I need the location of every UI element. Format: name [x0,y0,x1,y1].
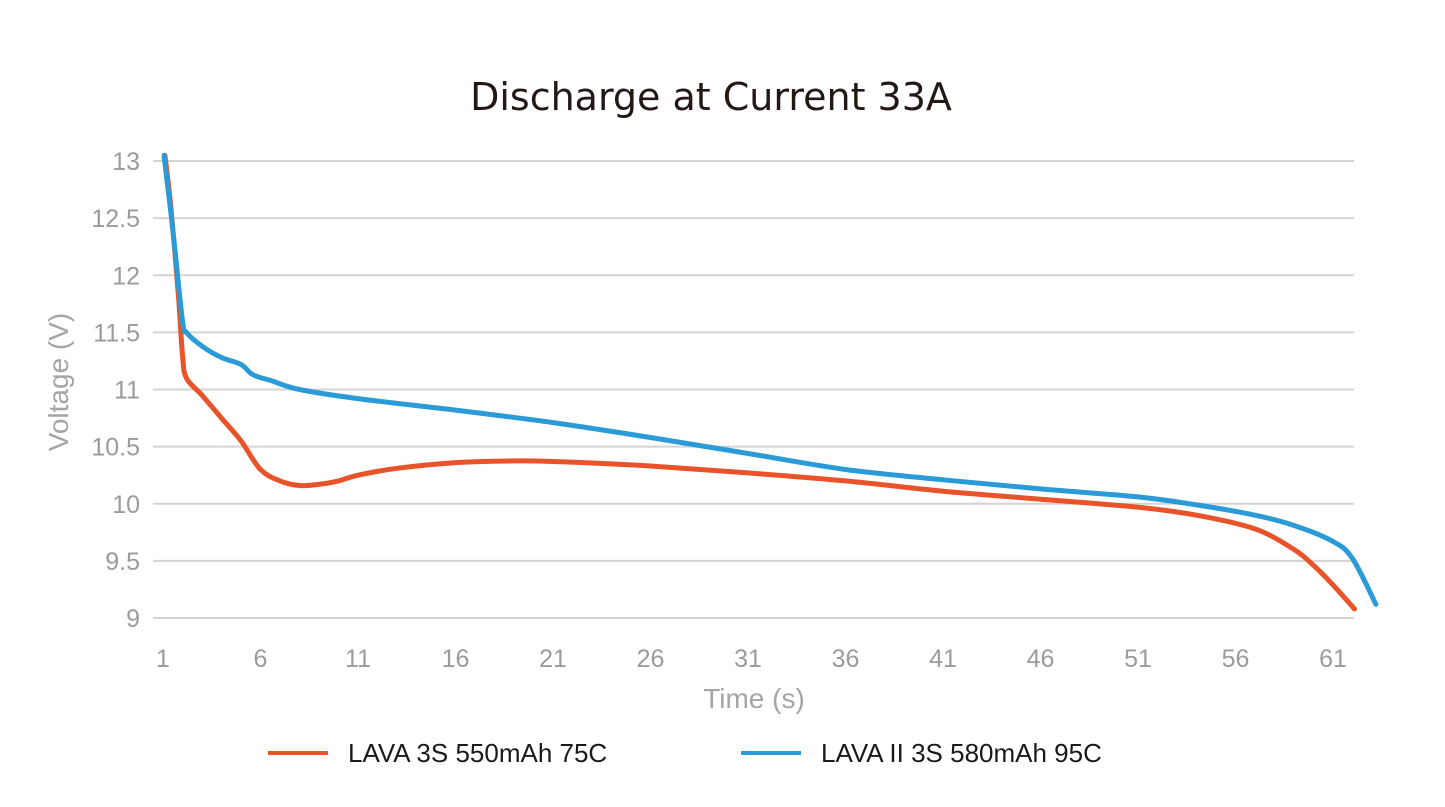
x-tick-label: 31 [734,645,762,673]
x-tick-label: 41 [929,645,957,673]
x-tick-label: 51 [1124,645,1152,673]
chart-title: Discharge at Current 33A [470,75,952,119]
x-tick-label: 1 [156,645,170,673]
y-tick-label: 12 [112,262,140,290]
x-tick-label: 16 [442,645,470,673]
x-tick-label: 61 [1319,645,1347,673]
legend: LAVA 3S 550mAh 75C LAVA II 3S 580mAh 95C [268,738,1102,768]
y-tick-label: 12.5 [91,205,140,233]
y-tick-label: 11 [114,377,140,405]
y-tick-label: 13 [112,148,140,176]
series-line-1 [162,152,1357,612]
x-tick-label: 21 [539,645,567,673]
x-tick-label: 11 [345,645,371,673]
x-tick-label: 36 [832,645,860,673]
y-tick-label: 9.5 [105,548,140,576]
legend-label-1: LAVA 3S 550mAh 75C [348,738,607,768]
x-tick-label: 26 [637,645,665,673]
y-axis-ticks: 13 12.5 12 11.5 11 10.5 10 9.5 9 [91,148,140,633]
x-tick-label: 56 [1222,645,1250,673]
series-layer [161,152,1379,612]
series-line-2 [161,152,1379,607]
x-tick-label: 46 [1027,645,1055,673]
x-tick-label: 6 [254,645,268,673]
x-axis-ticks: 1 6 11 16 21 26 31 36 41 46 51 56 61 [156,645,1347,673]
y-tick-label: 10.5 [91,434,140,462]
y-tick-label: 9 [126,605,140,633]
legend-label-2: LAVA II 3S 580mAh 95C [821,738,1102,768]
y-axis-label: Voltage (V) [43,313,74,452]
grid-layer [153,160,1354,619]
x-axis-label: Time (s) [703,683,805,714]
y-tick-label: 11.5 [93,319,140,347]
y-tick-label: 10 [112,491,140,519]
